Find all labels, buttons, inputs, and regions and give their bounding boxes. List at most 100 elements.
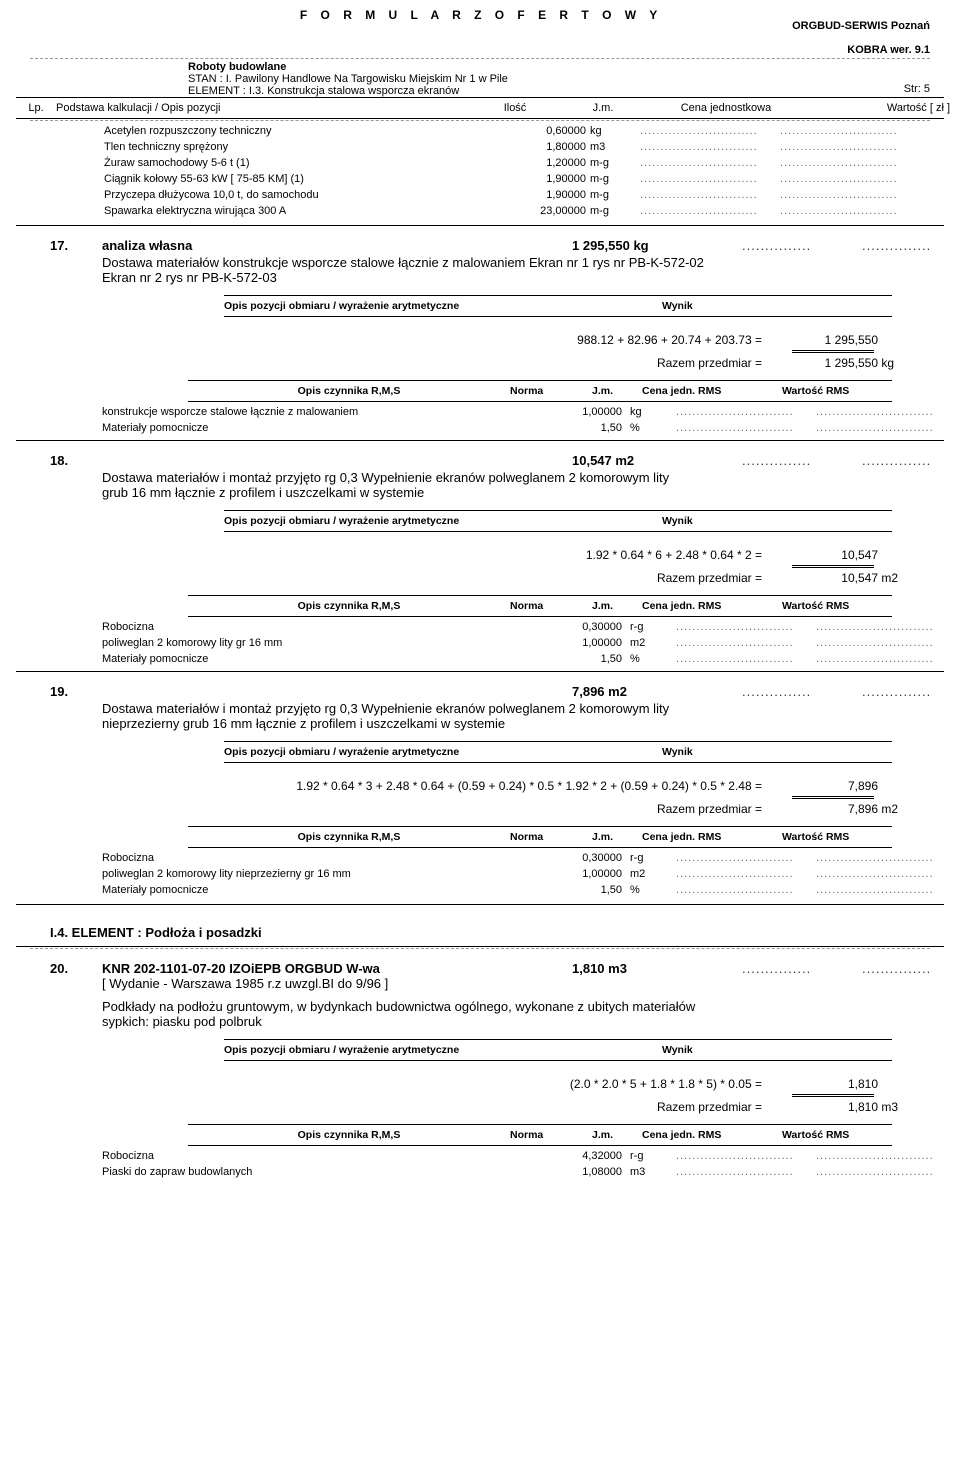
- section-amount: 7,896 m2: [572, 684, 742, 699]
- dots-cell: .............................: [816, 884, 956, 896]
- razem-value: 1,810: [788, 1100, 878, 1114]
- rms-name: Piaski do zapraw budowlanych: [102, 1166, 550, 1178]
- col-cena: Cena jednostkowa: [636, 102, 816, 114]
- dots-cell: .............................: [776, 173, 916, 185]
- rms-h4: Cena jedn. RMS: [642, 600, 782, 612]
- expression: 1.92 * 0.64 * 3 + 2.48 * 0.64 + (0.59 + …: [248, 779, 788, 793]
- dots-cell: ...............: [862, 238, 960, 253]
- section-amount: 1,810 m3: [572, 961, 742, 976]
- obm-head-left: Opis pozycji obmiaru / wyrażenie arytmet…: [224, 746, 662, 758]
- razem-label: Razem przedmiar =: [248, 571, 788, 585]
- rms-qty: 0,30000: [550, 852, 630, 864]
- rms-unit: r-g: [630, 852, 676, 864]
- dots-cell: .............................: [676, 1150, 816, 1162]
- dots-cell: .............................: [816, 422, 956, 434]
- dots-cell: .............................: [816, 1166, 956, 1178]
- material-unit: m3: [590, 141, 636, 153]
- col-ilosc: Ilość: [460, 102, 570, 114]
- section-desc: Podkłady na podłożu gruntowym, w bydynka…: [8, 997, 952, 1014]
- dots-cell: .............................: [676, 422, 816, 434]
- dots-cell: .............................: [816, 637, 956, 649]
- material-qty: 1,90000: [500, 189, 590, 201]
- dots-cell: .............................: [636, 157, 776, 169]
- dots-cell: .............................: [776, 141, 916, 153]
- dots-cell: ...............: [862, 453, 960, 468]
- obm-head-left: Opis pozycji obmiaru / wyrażenie arytmet…: [224, 1044, 662, 1056]
- section-desc: nieprzezierny grub 16 mm łącznie z profi…: [8, 716, 952, 741]
- rms-name: poliweglan 2 komorowy lity nieprzezierny…: [102, 868, 550, 880]
- material-unit: m-g: [590, 205, 636, 217]
- obm-head-right: Wynik: [662, 515, 922, 527]
- rob-bud-label: Roboty budowlane: [188, 61, 930, 73]
- rms-h3: J.m.: [592, 831, 642, 843]
- dots-cell: .............................: [816, 868, 956, 880]
- rms-h5: Wartość RMS: [782, 385, 922, 397]
- dots-cell: .............................: [676, 852, 816, 864]
- section-desc: Dostawa materiałów i montaż przyjęto rg …: [8, 468, 952, 485]
- razem-value: 7,896: [788, 802, 878, 816]
- obm-head-right: Wynik: [662, 1044, 922, 1056]
- dots-cell: .............................: [816, 406, 956, 418]
- rms-h4: Cena jedn. RMS: [642, 1129, 782, 1141]
- rms-name: Materiały pomocnicze: [102, 884, 550, 896]
- section-desc: grub 16 mm łącznie z profilem i uszczelk…: [8, 485, 952, 510]
- section-desc: Dostawa materiałów i montaż przyjęto rg …: [8, 699, 952, 716]
- rms-h2: Norma: [510, 385, 592, 397]
- rms-qty: 1,00000: [550, 868, 630, 880]
- material-name: Spawarka elektryczna wirująca 300 A: [104, 205, 500, 217]
- rms-name: Materiały pomocnicze: [102, 422, 550, 434]
- rms-h3: J.m.: [592, 385, 642, 397]
- section-desc: sypkich: piasku pod polbruk: [8, 1014, 952, 1039]
- material-qty: 1,80000: [500, 141, 590, 153]
- dots-cell: .............................: [776, 189, 916, 201]
- dots-cell: .............................: [776, 157, 916, 169]
- section-amount: 10,547 m2: [572, 453, 742, 468]
- rms-qty: 1,00000: [550, 406, 630, 418]
- dots-cell: .............................: [636, 125, 776, 137]
- dots-cell: .............................: [676, 1166, 816, 1178]
- rms-h1: Opis czynnika R,M,S: [188, 600, 510, 612]
- section-subtitle: [ Wydanie - Warszawa 1985 r.z uwzgl.BI d…: [8, 976, 952, 997]
- dots-cell: .............................: [636, 205, 776, 217]
- material-name: Acetylen rozpuszczony techniczny: [104, 125, 500, 137]
- section-number: 18.: [50, 453, 102, 468]
- rms-name: Robocizna: [102, 852, 550, 864]
- dots-cell: ...............: [862, 684, 960, 699]
- rms-name: poliweglan 2 komorowy lity gr 16 mm: [102, 637, 550, 649]
- material-name: Tlen techniczny sprężony: [104, 141, 500, 153]
- rms-unit: r-g: [630, 1150, 676, 1162]
- material-unit: kg: [590, 125, 636, 137]
- expr-value: 7,896: [788, 779, 878, 793]
- razem-unit: m2: [878, 571, 918, 585]
- material-unit: m-g: [590, 173, 636, 185]
- obm-head-right: Wynik: [662, 300, 922, 312]
- rms-h2: Norma: [510, 600, 592, 612]
- dots-cell: .............................: [676, 653, 816, 665]
- rms-qty: 1,08000: [550, 1166, 630, 1178]
- dots-cell: ...............: [742, 238, 862, 253]
- element-heading: I.4. ELEMENT : Podłoża i posadzki: [8, 907, 952, 944]
- rms-h2: Norma: [510, 831, 592, 843]
- dots-cell: .............................: [676, 884, 816, 896]
- dots-cell: .............................: [676, 406, 816, 418]
- razem-value: 1 295,550: [788, 356, 878, 370]
- dots-cell: .............................: [636, 173, 776, 185]
- material-qty: 1,90000: [500, 173, 590, 185]
- material-unit: m-g: [590, 157, 636, 169]
- section-amount: 1 295,550 kg: [572, 238, 742, 253]
- dots-cell: ...............: [742, 453, 862, 468]
- rms-unit: r-g: [630, 621, 676, 633]
- rms-unit: %: [630, 884, 676, 896]
- razem-unit: m3: [878, 1100, 918, 1114]
- rms-qty: 0,30000: [550, 621, 630, 633]
- section-desc: Dostawa materiałów konstrukcje wsporcze …: [8, 253, 952, 270]
- rms-h5: Wartość RMS: [782, 1129, 922, 1141]
- rms-qty: 4,32000: [550, 1150, 630, 1162]
- rms-name: Materiały pomocnicze: [102, 653, 550, 665]
- rms-h5: Wartość RMS: [782, 831, 922, 843]
- dots-cell: .............................: [676, 621, 816, 633]
- rms-unit: %: [630, 422, 676, 434]
- col-wart: Wartość [ zł ]: [816, 102, 956, 114]
- dots-cell: ...............: [862, 961, 960, 976]
- rms-name: Robocizna: [102, 1150, 550, 1162]
